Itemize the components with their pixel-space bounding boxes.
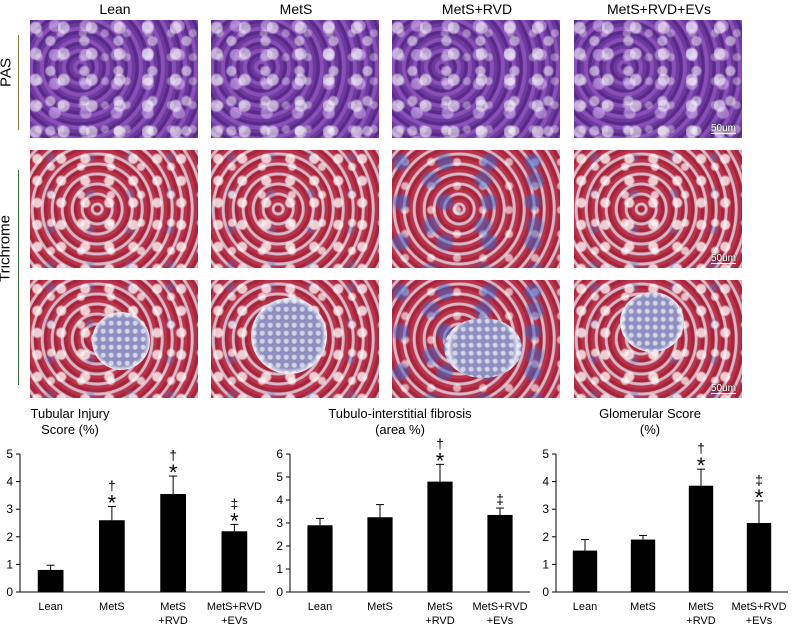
x-tick-label: Lean — [573, 601, 597, 613]
significance-marker: * — [169, 460, 178, 485]
chart-title: Score (%) — [41, 422, 99, 437]
y-tick-label: 4 — [276, 493, 283, 507]
chart-title: Tubulo-interstitial fibrosis — [328, 406, 472, 421]
bar — [630, 539, 656, 592]
significance-marker: ‡ — [230, 495, 238, 511]
row-label-pas: PAS — [0, 58, 15, 87]
x-tick-label: MetS — [630, 601, 656, 613]
x-tick-label: +RVD — [686, 615, 716, 627]
scale-bar-label: 50um — [710, 383, 736, 394]
glomerulus-shape — [444, 318, 522, 378]
x-tick-label: Lean — [308, 601, 332, 613]
bar — [160, 494, 186, 592]
bar — [746, 523, 772, 592]
micrograph-trichrome-tubules-mets — [211, 150, 379, 268]
scale-bar-label: 50um — [710, 123, 736, 134]
micrograph-trichrome-glomerulus-mets — [211, 280, 379, 398]
chart-title: Glomerular Score — [599, 406, 701, 421]
chart-title: Tubular Injury — [31, 406, 110, 421]
y-tick-label: 3 — [6, 502, 13, 516]
y-tick-label: 6 — [276, 447, 283, 461]
significance-marker: † — [697, 440, 705, 456]
y-tick-label: 4 — [542, 475, 549, 489]
y-tick-label: 0 — [276, 585, 283, 599]
micrograph-trichrome-tubules-lean — [30, 150, 198, 268]
significance-marker: * — [230, 508, 239, 533]
micrograph-trichrome-glomerulus-lean — [30, 280, 198, 398]
micrograph-trichrome-tubules-mets-rvd-evs: 50um — [574, 150, 742, 268]
x-tick-label: MetS+RVD — [472, 601, 527, 613]
y-tick-label: 5 — [276, 470, 283, 484]
bar — [487, 514, 513, 592]
x-tick-label: +RVD — [158, 615, 188, 627]
bar — [37, 569, 64, 592]
significance-marker: * — [755, 485, 764, 510]
y-tick-label: 4 — [6, 475, 13, 489]
y-tick-label: 5 — [542, 447, 549, 461]
y-tick-label: 3 — [276, 516, 283, 530]
column-header-mets-rvd: MetS+RVD — [441, 1, 513, 17]
column-header-mets: MetS — [279, 1, 313, 17]
x-tick-label: MetS — [99, 601, 125, 613]
bar — [427, 481, 453, 592]
glomerulus-shape — [251, 298, 327, 374]
bar — [99, 520, 125, 592]
scale-bar-label: 50um — [710, 253, 736, 264]
micrograph-pas-mets-rvd — [392, 20, 560, 138]
micrograph-pas-mets — [211, 20, 379, 138]
micrograph-trichrome-glomerulus-mets-rvd — [392, 280, 560, 398]
micrograph-trichrome-tubules-mets-rvd — [392, 150, 560, 268]
column-header-lean: Lean — [99, 1, 131, 17]
x-tick-label: +EVs — [221, 615, 248, 627]
y-tick-label: 1 — [6, 557, 13, 571]
chart-title: (area %) — [375, 422, 425, 437]
micrograph-trichrome-glomerulus-mets-rvd-evs: 50um — [574, 280, 742, 398]
y-tick-label: 0 — [542, 585, 549, 599]
bar — [688, 485, 714, 592]
x-tick-label: MetS — [688, 601, 714, 613]
bar — [572, 550, 598, 592]
significance-marker: † — [436, 435, 444, 451]
significance-marker: * — [697, 453, 706, 478]
x-tick-label: MetS+RVD — [207, 601, 262, 613]
bar — [307, 525, 333, 592]
x-tick-label: MetS+RVD — [731, 601, 786, 613]
significance-marker: † — [169, 447, 177, 463]
x-tick-label: Lean — [38, 601, 62, 613]
significance-marker: ‡ — [496, 491, 504, 507]
y-tick-label: 2 — [542, 530, 549, 544]
micrograph-pas-lean — [30, 20, 198, 138]
micrograph-pas-mets-rvd-evs: 50um — [574, 20, 742, 138]
x-tick-label: +RVD — [425, 615, 455, 627]
x-tick-label: +EVs — [487, 615, 514, 627]
y-tick-label: 3 — [542, 502, 549, 516]
trichrome-row-line — [18, 170, 19, 385]
y-tick-label: 1 — [542, 557, 549, 571]
x-tick-label: MetS — [427, 601, 453, 613]
significance-marker: * — [436, 448, 445, 473]
pas-row-line — [18, 35, 19, 130]
chart-title: (%) — [640, 422, 660, 437]
y-tick-label: 1 — [276, 562, 283, 576]
y-tick-label: 2 — [276, 539, 283, 553]
column-header-mets-rvd-evs: MetS+RVD+EVs — [606, 1, 711, 17]
significance-marker: * — [108, 490, 117, 515]
y-tick-label: 5 — [6, 447, 13, 461]
row-label-trichrome: Trichrome — [0, 215, 14, 282]
significance-marker: ‡ — [755, 472, 763, 488]
y-tick-label: 2 — [6, 530, 13, 544]
x-tick-label: MetS — [160, 601, 186, 613]
glomerulus-shape — [620, 292, 684, 352]
glomerulus-shape — [92, 312, 150, 370]
bar — [221, 531, 248, 592]
bar — [367, 517, 393, 592]
x-tick-label: +EVs — [746, 615, 773, 627]
x-tick-label: MetS — [367, 601, 393, 613]
y-tick-label: 0 — [6, 585, 13, 599]
significance-marker: † — [108, 477, 116, 493]
